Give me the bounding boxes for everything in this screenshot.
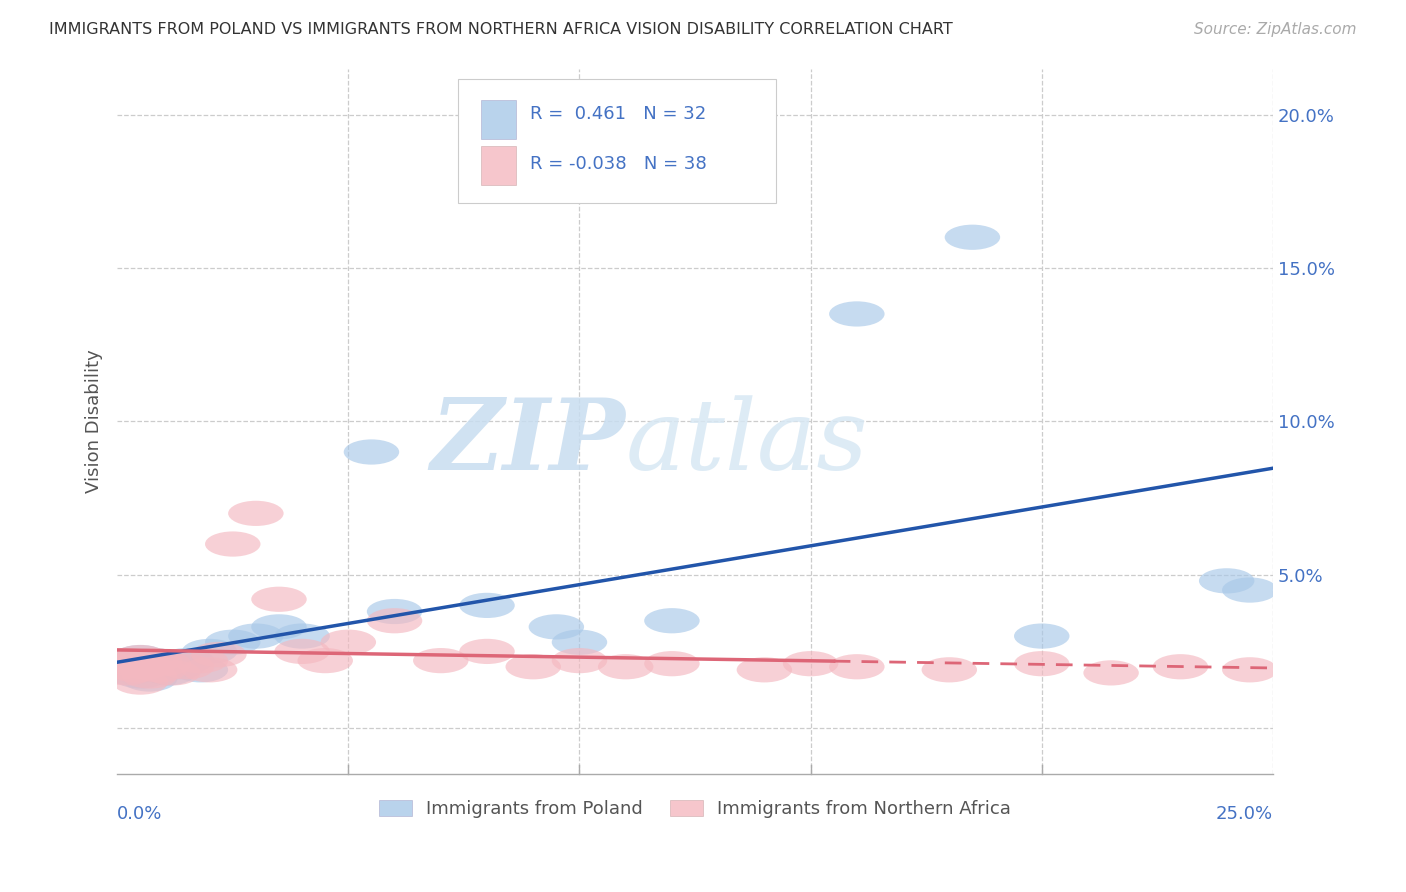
Ellipse shape: [1014, 624, 1070, 648]
Ellipse shape: [136, 651, 191, 676]
Ellipse shape: [1014, 651, 1070, 676]
Y-axis label: Vision Disability: Vision Disability: [86, 350, 103, 493]
Ellipse shape: [103, 651, 159, 676]
Text: R = -0.038   N = 38: R = -0.038 N = 38: [530, 155, 707, 173]
Ellipse shape: [103, 651, 159, 676]
Ellipse shape: [149, 654, 205, 680]
Legend: Immigrants from Poland, Immigrants from Northern Africa: Immigrants from Poland, Immigrants from …: [373, 792, 1018, 825]
Ellipse shape: [98, 648, 155, 673]
Ellipse shape: [122, 664, 177, 689]
Ellipse shape: [181, 657, 238, 682]
Ellipse shape: [131, 657, 187, 682]
Text: Source: ZipAtlas.com: Source: ZipAtlas.com: [1194, 22, 1357, 37]
Ellipse shape: [529, 615, 583, 640]
Ellipse shape: [298, 648, 353, 673]
Ellipse shape: [173, 648, 228, 673]
Ellipse shape: [112, 645, 169, 670]
Ellipse shape: [117, 654, 173, 680]
Ellipse shape: [274, 624, 330, 648]
Ellipse shape: [205, 630, 260, 655]
Ellipse shape: [460, 593, 515, 618]
Ellipse shape: [644, 608, 700, 633]
Ellipse shape: [551, 630, 607, 655]
Ellipse shape: [783, 651, 838, 676]
Ellipse shape: [1084, 660, 1139, 685]
Ellipse shape: [1153, 654, 1208, 680]
Ellipse shape: [112, 670, 169, 695]
Ellipse shape: [367, 608, 422, 633]
Ellipse shape: [205, 532, 260, 557]
Ellipse shape: [103, 660, 159, 685]
Ellipse shape: [228, 500, 284, 526]
Ellipse shape: [145, 660, 201, 685]
Ellipse shape: [737, 657, 792, 682]
Ellipse shape: [252, 587, 307, 612]
Ellipse shape: [252, 615, 307, 640]
Ellipse shape: [830, 654, 884, 680]
Ellipse shape: [945, 225, 1000, 250]
Ellipse shape: [127, 648, 181, 673]
Ellipse shape: [551, 648, 607, 673]
Ellipse shape: [136, 651, 191, 676]
Text: ZIP: ZIP: [430, 394, 626, 491]
Ellipse shape: [94, 654, 149, 680]
Text: 0.0%: 0.0%: [117, 805, 163, 822]
Ellipse shape: [112, 645, 169, 670]
Ellipse shape: [598, 654, 654, 680]
Ellipse shape: [159, 648, 214, 673]
Ellipse shape: [413, 648, 468, 673]
Ellipse shape: [122, 666, 177, 691]
Ellipse shape: [117, 654, 173, 680]
Ellipse shape: [173, 657, 228, 682]
Ellipse shape: [1222, 577, 1278, 603]
Ellipse shape: [1222, 657, 1278, 682]
Ellipse shape: [367, 599, 422, 624]
Ellipse shape: [98, 660, 155, 685]
Ellipse shape: [108, 657, 163, 682]
Text: atlas: atlas: [626, 395, 869, 490]
Ellipse shape: [644, 651, 700, 676]
Text: R =  0.461   N = 32: R = 0.461 N = 32: [530, 105, 706, 123]
Ellipse shape: [159, 654, 214, 680]
Ellipse shape: [274, 639, 330, 664]
Bar: [481, 100, 516, 139]
Ellipse shape: [460, 639, 515, 664]
Ellipse shape: [127, 648, 181, 673]
Ellipse shape: [98, 648, 155, 673]
Ellipse shape: [94, 654, 149, 680]
Ellipse shape: [830, 301, 884, 326]
Ellipse shape: [321, 630, 375, 655]
Ellipse shape: [108, 657, 163, 682]
Ellipse shape: [921, 657, 977, 682]
Text: 25.0%: 25.0%: [1216, 805, 1272, 822]
Ellipse shape: [141, 660, 195, 685]
Ellipse shape: [191, 642, 246, 667]
Ellipse shape: [228, 624, 284, 648]
Ellipse shape: [1199, 568, 1254, 593]
Ellipse shape: [181, 639, 238, 664]
Text: IMMIGRANTS FROM POLAND VS IMMIGRANTS FROM NORTHERN AFRICA VISION DISABILITY CORR: IMMIGRANTS FROM POLAND VS IMMIGRANTS FRO…: [49, 22, 953, 37]
Ellipse shape: [112, 664, 169, 689]
Bar: [481, 146, 516, 185]
Ellipse shape: [343, 440, 399, 465]
Ellipse shape: [506, 654, 561, 680]
Ellipse shape: [131, 657, 187, 682]
FancyBboxPatch shape: [458, 79, 776, 202]
